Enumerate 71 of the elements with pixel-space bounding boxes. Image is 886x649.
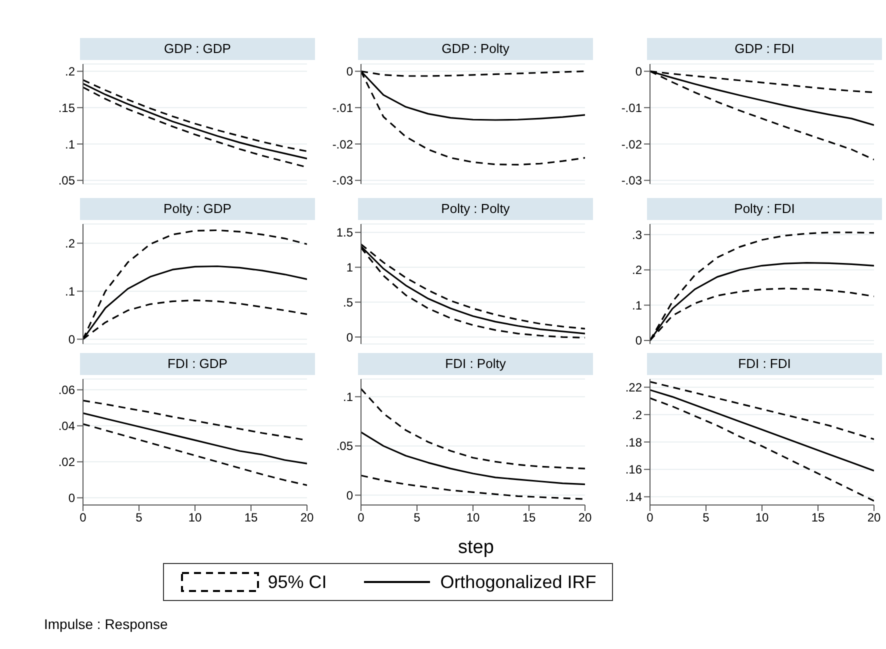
line-series xyxy=(361,388,585,470)
y-tick-label: 1.5 xyxy=(336,226,354,240)
y-tick-label: .02 xyxy=(58,455,76,470)
y-tick-label: 1 xyxy=(346,260,354,275)
x-tick-label: 15 xyxy=(522,510,536,525)
y-tick-label: 0 xyxy=(68,491,76,506)
y-tick-label: .2 xyxy=(64,64,76,79)
y-tick-label: -.03 xyxy=(621,174,642,188)
line-series xyxy=(361,431,585,486)
chart-title: GDP : GDP xyxy=(80,38,315,60)
legend-label: 95% CI xyxy=(266,571,327,593)
x-tick-label: 10 xyxy=(466,510,480,525)
x-tick-label: 5 xyxy=(136,510,143,525)
chart-title: GDP : Polty xyxy=(358,38,593,60)
y-tick-label: .2 xyxy=(632,263,642,278)
y-tick-label: 0 xyxy=(635,64,642,79)
x-tick-label: 5 xyxy=(702,510,710,525)
x-tick-label: 10 xyxy=(755,510,769,525)
y-tick-label: 0 xyxy=(68,332,76,346)
chart-title: Polty : GDP xyxy=(80,198,315,220)
y-tick-label: .14 xyxy=(625,490,642,504)
y-tick-label: -.01 xyxy=(332,100,354,115)
line-series xyxy=(361,474,585,500)
y-tick-label: -.03 xyxy=(332,174,354,188)
y-tick-label: 0 xyxy=(346,64,354,79)
x-tick-label: 15 xyxy=(244,510,258,525)
y-tick-label: .3 xyxy=(632,228,642,242)
y-tick-label: 0 xyxy=(346,330,354,344)
y-tick-label: .06 xyxy=(58,383,76,398)
x-tick-label: 10 xyxy=(188,510,202,525)
x-tick-label: 0 xyxy=(358,510,365,525)
y-tick-label: .1 xyxy=(64,137,76,152)
y-tick-label: .04 xyxy=(58,419,76,434)
y-tick-label: .22 xyxy=(625,380,642,394)
chart-title: Polty : FDI xyxy=(647,198,882,220)
y-tick-label: .5 xyxy=(342,295,354,310)
y-tick-label: 0 xyxy=(346,488,354,502)
x-tick-label: 15 xyxy=(811,510,825,525)
y-tick-label: .1 xyxy=(64,284,76,298)
x-tick-label: 0 xyxy=(646,510,654,525)
line-series xyxy=(650,380,874,440)
y-tick-label: 0 xyxy=(635,334,642,348)
y-tick-label: -.02 xyxy=(332,137,354,152)
y-tick-label: -.02 xyxy=(621,137,642,152)
x-tick-label: 20 xyxy=(578,510,592,525)
chart-title: FDI : Polty xyxy=(358,353,593,375)
x-axis-title: step xyxy=(457,537,495,559)
y-tick-label: .05 xyxy=(58,174,76,188)
x-tick-label: 5 xyxy=(414,510,421,525)
y-tick-label: .05 xyxy=(336,439,354,454)
x-tick-label: 20 xyxy=(300,510,314,525)
y-tick-label: .2 xyxy=(632,408,642,422)
chart-title: FDI : GDP xyxy=(80,353,315,375)
line-series xyxy=(650,397,874,502)
line-series xyxy=(83,412,307,464)
y-tick-label: .1 xyxy=(632,298,642,312)
y-tick-label: .16 xyxy=(625,462,642,477)
legend-label: Orthogonalized IRF xyxy=(439,571,596,593)
y-tick-label: .2 xyxy=(64,236,76,250)
y-tick-label: .1 xyxy=(342,390,354,404)
chart-title: FDI : FDI xyxy=(647,353,882,375)
chart-title: GDP : FDI xyxy=(647,38,882,60)
line-series xyxy=(650,389,874,472)
chart-title: Polty : Polty xyxy=(358,198,593,220)
y-tick-label: .18 xyxy=(625,435,642,450)
line-series xyxy=(83,423,307,486)
x-tick-label: 0 xyxy=(80,510,87,525)
y-tick-label: .15 xyxy=(58,100,76,115)
text: Impulse : Response xyxy=(44,616,168,632)
x-tick-label: 20 xyxy=(867,510,881,525)
y-tick-label: -.01 xyxy=(621,100,642,115)
